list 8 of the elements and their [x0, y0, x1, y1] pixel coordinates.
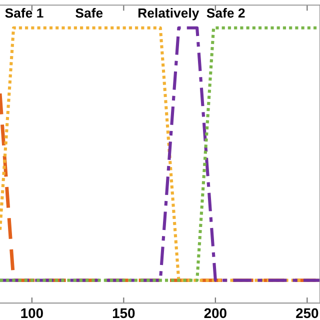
text: Safe 1	[5, 8, 44, 18]
text: Safe	[76, 8, 103, 18]
text: Relatively	[138, 8, 200, 20]
x-tick-label: 150	[112, 308, 135, 318]
x-tick-label: 100	[21, 308, 43, 318]
x-tick-label: 250	[296, 308, 318, 318]
text: Safe 2	[206, 8, 245, 18]
x-tick-label: 200	[204, 308, 226, 318]
